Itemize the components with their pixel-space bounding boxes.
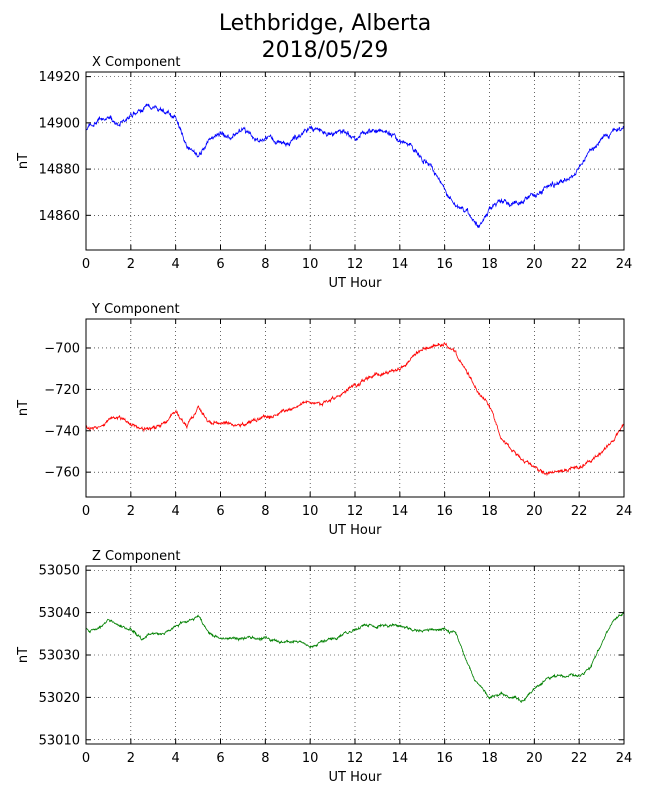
- x-tick-label: 4: [172, 257, 180, 272]
- series-line: [85, 341, 625, 477]
- x-tick-label: 12: [347, 257, 364, 272]
- y-axis-label: nT: [16, 647, 31, 663]
- x-tick-label: 0: [82, 257, 90, 272]
- title-location: Lethbridge, Alberta: [218, 11, 432, 36]
- x-axis-label: UT Hour: [329, 770, 383, 785]
- x-tick-label: 24: [616, 504, 633, 519]
- x-tick-label: 4: [172, 751, 180, 766]
- x-tick-label: 22: [571, 504, 588, 519]
- page-title: Lethbridge, Alberta 2018/05/29: [0, 10, 650, 64]
- x-tick-label: 12: [347, 504, 364, 519]
- x-tick-label: 16: [436, 257, 453, 272]
- y-tick-label: 14900: [39, 116, 80, 131]
- x-tick-label: 16: [436, 504, 453, 519]
- series-line: [85, 103, 625, 229]
- x-axis-label: UT Hour: [329, 523, 383, 538]
- x-tick-label: 6: [216, 257, 224, 272]
- y-axis-label: nT: [16, 400, 31, 416]
- y-tick-label: 14880: [39, 163, 80, 178]
- x-tick-label: 8: [261, 751, 269, 766]
- y-tick-label: −740: [44, 424, 80, 439]
- x-tick-label: 8: [261, 504, 269, 519]
- y-tick-label: 53010: [39, 733, 80, 748]
- y-tick-label: 53050: [39, 564, 80, 579]
- x-tick-label: 10: [302, 504, 319, 519]
- y-tick-label: 53020: [39, 691, 80, 706]
- y-tick-label: −700: [44, 341, 80, 356]
- panel-title: Z Component: [92, 549, 181, 564]
- x-tick-label: 20: [526, 257, 543, 272]
- x-tick-label: 18: [481, 257, 498, 272]
- x-tick-label: 14: [392, 504, 409, 519]
- x-tick-label: 18: [481, 751, 498, 766]
- x-component-panel: 0 2 4 6 8 10 12 14 16 18 20 22 241486014880149001492…: [16, 55, 632, 291]
- x-tick-label: 22: [571, 257, 588, 272]
- x-tick-label: 4: [172, 504, 180, 519]
- x-tick-label: 12: [347, 751, 364, 766]
- x-tick-label: 24: [616, 257, 633, 272]
- x-tick-label: 0: [82, 751, 90, 766]
- z-component-panel: 0 2 4 6 8 10 12 14 16 18 20 22 245301053020530305304…: [16, 549, 632, 785]
- series-line: [85, 610, 625, 704]
- y-tick-label: 14860: [39, 209, 80, 224]
- panel-title: X Component: [92, 55, 181, 70]
- x-tick-label: 6: [216, 504, 224, 519]
- x-tick-label: 2: [127, 257, 135, 272]
- x-tick-label: 2: [127, 751, 135, 766]
- y-axis-label: nT: [16, 153, 31, 169]
- y-tick-label: 53040: [39, 606, 80, 621]
- y-tick-label: −760: [44, 466, 80, 481]
- panel-title: Y Component: [91, 302, 180, 317]
- x-tick-label: 16: [436, 751, 453, 766]
- x-tick-label: 20: [526, 751, 543, 766]
- x-tick-label: 0: [82, 504, 90, 519]
- y-tick-label: 53030: [39, 649, 80, 664]
- x-tick-label: 10: [302, 257, 319, 272]
- title-date: 2018/05/29: [261, 38, 389, 63]
- x-tick-label: 8: [261, 257, 269, 272]
- y-tick-label: 14920: [39, 70, 80, 85]
- x-tick-label: 24: [616, 751, 633, 766]
- x-tick-label: 14: [392, 257, 409, 272]
- x-tick-label: 2: [127, 504, 135, 519]
- x-tick-label: 6: [216, 751, 224, 766]
- x-axis-label: UT Hour: [329, 276, 383, 291]
- x-tick-label: 22: [571, 751, 588, 766]
- y-tick-label: −720: [44, 383, 80, 398]
- x-tick-label: 18: [481, 504, 498, 519]
- x-tick-label: 20: [526, 504, 543, 519]
- x-tick-label: 10: [302, 751, 319, 766]
- x-tick-label: 14: [392, 751, 409, 766]
